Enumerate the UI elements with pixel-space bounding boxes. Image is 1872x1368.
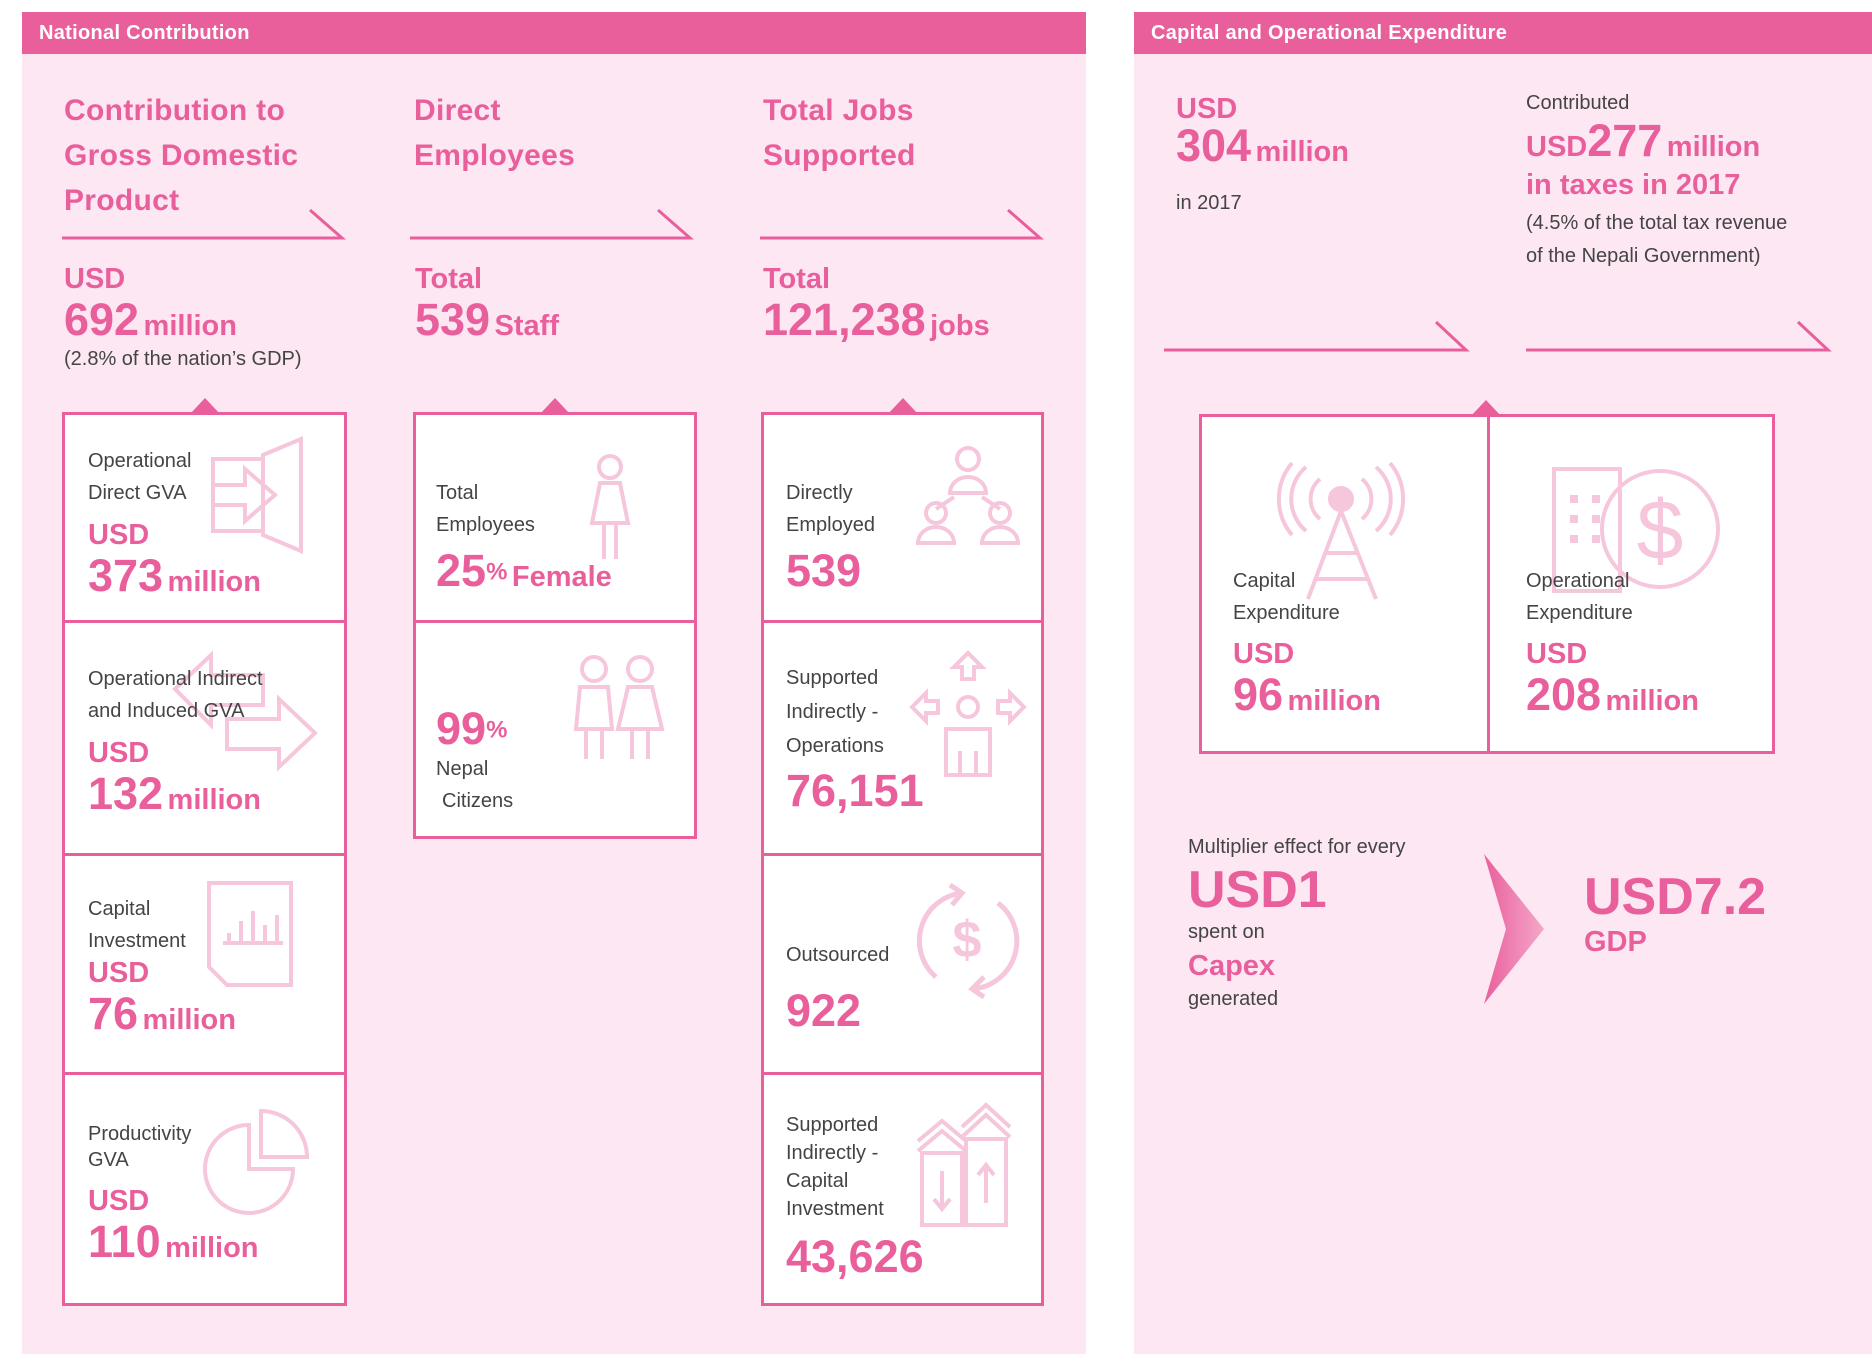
radio-tower-icon xyxy=(1276,461,1406,600)
document-chart-icon xyxy=(207,881,293,987)
dollar-glyph: $ xyxy=(1637,483,1684,577)
gdp-title: Contribution to Gross Domestic Product xyxy=(64,94,299,217)
jobs-breakdown-card: Directly Employed 539 Supported Indirect… xyxy=(761,412,1044,1306)
expenditure-breakdown-card: Capital Expenditure USD 96 million $ Ope… xyxy=(1199,414,1775,754)
tax-arrow-line xyxy=(1526,320,1832,352)
building-dollar-icon: $ xyxy=(1552,467,1720,593)
employees-pointer xyxy=(540,398,570,414)
employees-arrow-line xyxy=(410,208,694,240)
gdp-arrow-line xyxy=(62,208,346,240)
employees-title: Direct Employees xyxy=(414,94,576,172)
expenditure-pointer xyxy=(1471,400,1501,416)
multiplier-result: USD7.2 GDP xyxy=(1584,868,1767,958)
buildings-arrows-icon xyxy=(916,1102,1012,1227)
org-people-icon xyxy=(915,446,1021,545)
tax-contribution: Contributed USD277 million in taxes in 2… xyxy=(1526,92,1788,267)
female-person-icon xyxy=(589,454,631,559)
jobs-title: Total Jobs Supported xyxy=(763,94,916,172)
exit-door-icon xyxy=(211,435,303,555)
dollar-cycle-icon: $ xyxy=(916,882,1020,1000)
pie-chart-icon xyxy=(203,1108,310,1215)
dollar-glyph: $ xyxy=(953,911,982,969)
person-arrows-icon xyxy=(909,650,1027,777)
chevron-right-icon xyxy=(1484,854,1544,1004)
double-arrow-icon xyxy=(172,650,318,772)
jobs-arrow-line xyxy=(760,208,1044,240)
jobs-total: Total 121,238 jobs xyxy=(763,263,990,345)
gdp-pointer xyxy=(190,398,220,414)
multiplier-block: Multiplier effect for every USD1 spent o… xyxy=(1188,836,1406,1010)
expenditure-arrow-line xyxy=(1164,320,1470,352)
gdp-total: USD 692 million (2.8% of the nation’s GD… xyxy=(64,263,302,370)
panel-header: National Contribution xyxy=(22,12,1086,54)
panel-header: Capital and Operational Expenditure xyxy=(1134,12,1872,54)
jobs-pointer xyxy=(888,398,918,414)
expenditure-total: USD 304 million in 2017 xyxy=(1176,93,1349,214)
employees-breakdown-card: Total Employees 25% Female 99% Nepal Cit… xyxy=(413,412,697,839)
gdp-breakdown-card: Operational Direct GVA USD 373 million O… xyxy=(62,412,347,1306)
couple-icon xyxy=(573,655,665,759)
employees-total: Total 539 Staff xyxy=(415,263,559,345)
